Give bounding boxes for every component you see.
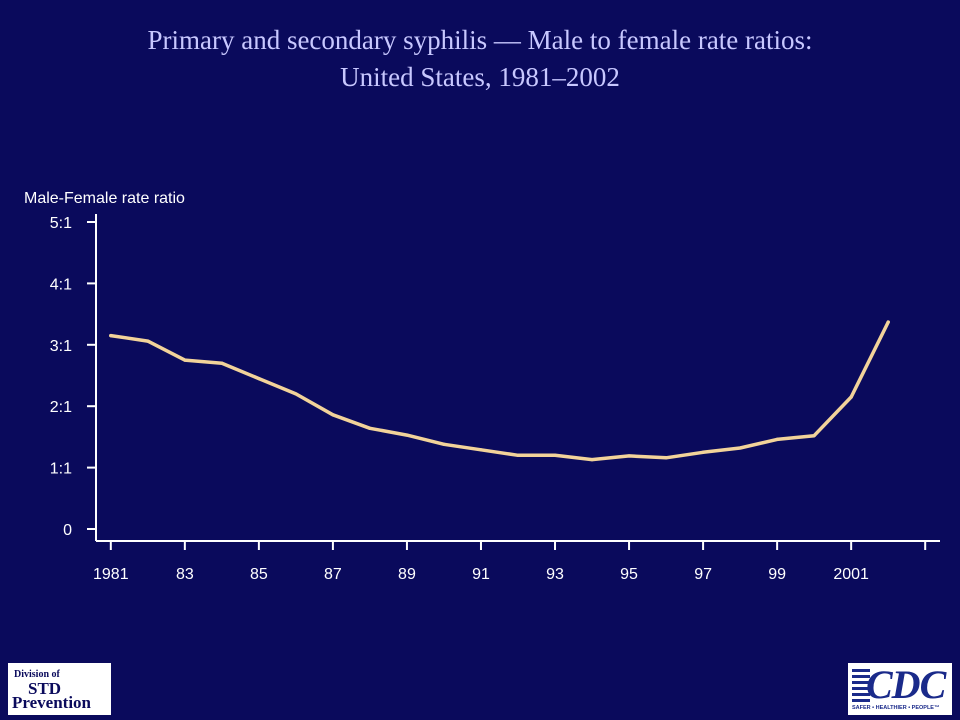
y-axis-label: Male-Female rate ratio [24,190,185,207]
cdc-logo-stripes [852,669,870,703]
x-tick-label: 89 [398,566,416,583]
data-point [294,392,298,396]
data-point [590,458,594,462]
x-tick-label: 2001 [833,566,869,583]
cdc-logo-text: CDC [866,662,946,707]
std-logo-line2: STD [28,679,62,698]
cdc-logo: CDC SAFER • HEALTHIER • PEOPLE™ [848,663,952,715]
chart-title-line2: United States, 1981–2002 [340,62,620,92]
data-point [627,454,631,458]
data-point [812,434,816,438]
y-tick-label: 0 [63,522,72,539]
x-tick-label: 97 [694,566,712,583]
data-point [886,320,890,324]
data-point [738,446,742,450]
data-point [516,453,520,457]
data-point [553,453,557,457]
y-tick-label: 5:1 [50,215,72,232]
data-point [331,413,335,417]
std-logo-line1: Division of [14,669,60,680]
data-point [405,433,409,437]
x-tick-label: 91 [472,566,490,583]
std-logo-line3: Prevention [12,693,92,712]
y-tick-label: 3:1 [50,338,72,355]
y-tick-label: 1:1 [50,461,72,478]
chart-title: Primary and secondary syphilis — Male to… [0,22,960,96]
x-tick-label: 87 [324,566,342,583]
y-tick-label: 4:1 [50,276,72,293]
chart-title-line1: Primary and secondary syphilis — Male to… [147,25,813,55]
series-line [109,320,890,462]
x-tick-label: 83 [176,566,194,583]
x-tick-label: 95 [620,566,638,583]
x-tick-label: 93 [546,566,564,583]
data-point [849,395,853,399]
data-point [257,376,261,381]
data-point [368,426,372,430]
data-point [220,361,224,365]
std-prevention-logo: Division of STD Prevention [8,663,111,715]
data-point [775,437,779,441]
data-point [183,358,187,362]
data-point [109,333,113,338]
y-tick-label: 2:1 [50,399,72,416]
data-point [701,450,705,454]
cdc-logo-tagline: SAFER • HEALTHIER • PEOPLE™ [852,705,940,711]
data-point [664,456,668,460]
data-point [442,442,446,446]
data-point [479,448,483,452]
x-tick-label: 1981 [93,566,129,583]
x-tick-label: 85 [250,566,268,583]
x-tick-label: 99 [768,566,786,583]
data-point [146,339,150,343]
